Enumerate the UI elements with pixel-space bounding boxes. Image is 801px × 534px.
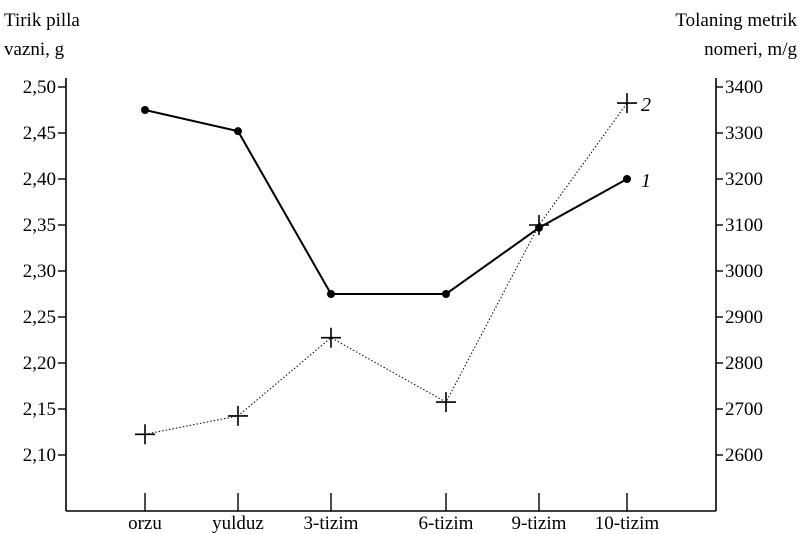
series-2-point [436, 392, 456, 413]
right-tick-label: 3400 [725, 77, 763, 98]
x-tick-label: orzu [128, 513, 162, 534]
series-1-point [141, 106, 149, 114]
left-tick-label: 2,15 [23, 399, 56, 420]
right-tick-label: 3100 [725, 215, 763, 236]
x-tick-label: 6-tizim [419, 513, 474, 534]
series-2-point [228, 405, 248, 426]
series-2-line [144, 102, 628, 435]
series-1-point [234, 127, 242, 136]
left-tick-label: 2,20 [23, 353, 56, 374]
left-tick-label: 2,50 [23, 77, 56, 98]
right-tick-label: 2600 [725, 445, 763, 466]
left-axis-title-line: Tirik pilla [4, 10, 80, 31]
series-2-label: 2 [641, 94, 651, 116]
x-tick-label: 10-tizim [595, 513, 660, 534]
right-tick-label: 3300 [725, 123, 763, 144]
x-tick-label: yulduz [212, 513, 264, 534]
left-tick-label: 2,10 [23, 445, 56, 466]
left-axis-title-line: vazni, g [4, 39, 65, 60]
series-2-point [617, 93, 637, 114]
right-tick-label: 3200 [725, 169, 763, 190]
right-tick-label: 2900 [725, 307, 763, 328]
series-1-line [144, 109, 628, 295]
left-tick-label: 2,40 [23, 169, 56, 190]
left-tick-label: 2,35 [23, 215, 56, 236]
x-tick-label: 9-tizim [512, 513, 567, 534]
right-tick-label: 2700 [725, 399, 763, 420]
right-tick-label: 2800 [725, 353, 763, 374]
left-tick-label: 2,45 [23, 123, 56, 144]
left-tick-label: 2,30 [23, 261, 56, 282]
series-1-point [623, 175, 631, 183]
right-axis-title-line: nomeri, m/g [704, 39, 797, 60]
series-1-label: 1 [641, 170, 651, 192]
series-2-point [529, 215, 549, 235]
series-2-point [135, 424, 155, 445]
series-1-point [327, 290, 335, 298]
right-axis-title-line: Tolaning metrik [675, 10, 797, 31]
right-tick-label: 3000 [725, 261, 763, 282]
left-tick-label: 2,25 [23, 307, 56, 328]
series-1-point [442, 290, 450, 298]
x-tick-label: 3-tizim [304, 513, 359, 534]
series-2-point [321, 327, 341, 348]
